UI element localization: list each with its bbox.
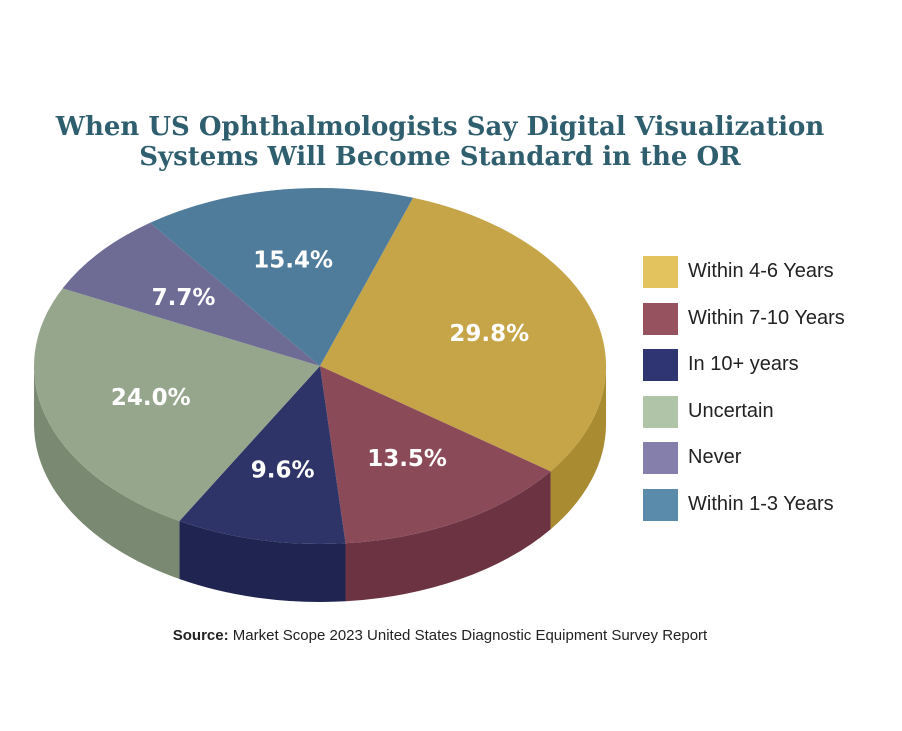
source-prefix: Source: xyxy=(172,627,229,644)
legend-swatch xyxy=(643,302,678,335)
source-text: Market Scope 2023 United States Diagnost… xyxy=(228,627,708,644)
legend-label: Uncertain xyxy=(688,399,774,422)
legend-swatch xyxy=(643,349,678,381)
data-label-in-10-years: 9.6% xyxy=(251,457,315,483)
pie-side-within-7-10-years xyxy=(345,471,551,602)
legend-label: Never xyxy=(688,446,742,468)
pie-side-in-10-years xyxy=(179,521,346,603)
chart-title-line-2: Systems Will Become Standard in the OR xyxy=(139,142,741,172)
pie-slice-uncertain xyxy=(33,288,320,522)
pie-slice-within-4-6-years xyxy=(320,197,606,472)
pie-side-uncertain xyxy=(34,366,180,580)
legend-label: In 10+ years xyxy=(688,353,799,375)
pie-data-labels: 29.8% 13.5% 9.6% 24.0% 7.7% 15.4% xyxy=(111,247,529,483)
source-note: Source: Market Scope 2023 United States … xyxy=(0,627,880,644)
pie-sides xyxy=(34,366,606,603)
pie-slice-in-10-years xyxy=(179,366,346,544)
legend-label: Within 1-3 Years xyxy=(688,492,834,515)
chart-title: When US Ophthalmologists Say Digital Vis… xyxy=(0,112,880,172)
data-label-within-7-10-years: 13.5% xyxy=(367,446,447,472)
legend-swatch xyxy=(643,442,678,474)
chart-title-line-1: When US Ophthalmologists Say Digital Vis… xyxy=(55,112,825,142)
pie-slice-within-1-3-years xyxy=(150,188,414,366)
legend-swatch xyxy=(643,395,678,428)
data-label-never: 7.7% xyxy=(152,285,216,311)
legend-label: Within 4-6 Years xyxy=(688,260,834,282)
legend-label: Within 7-10 Years xyxy=(688,306,845,329)
legend-item-never: Never xyxy=(643,442,845,489)
legend: Within 4-6 Years Within 7-10 Years In 10+ … xyxy=(643,256,845,535)
legend-swatch xyxy=(643,488,678,521)
data-label-uncertain: 24.0% xyxy=(111,385,191,411)
legend-item-uncertain: Uncertain xyxy=(643,395,845,443)
pie-slices xyxy=(33,188,606,544)
legend-item-within-4-6-years: Within 4-6 Years xyxy=(643,256,845,303)
legend-item-within-1-3-years: Within 1-3 Years xyxy=(643,488,845,536)
legend-item-in-10-years: In 10+ years xyxy=(643,349,845,396)
data-label-within-1-3-years: 15.4% xyxy=(253,247,333,273)
data-label-within-4-6-years: 29.8% xyxy=(449,321,529,347)
pie-slice-never xyxy=(62,222,320,366)
pie-side-within-4-6-years xyxy=(550,366,606,530)
legend-swatch xyxy=(643,256,678,288)
pie-slice-within-7-10-years xyxy=(320,366,551,544)
legend-item-within-7-10-years: Within 7-10 Years xyxy=(643,302,845,350)
